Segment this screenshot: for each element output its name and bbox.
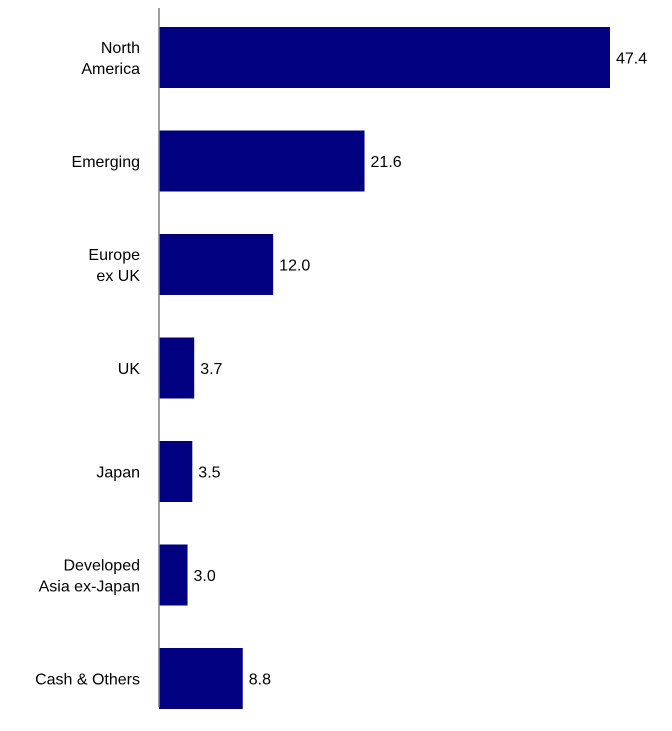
category-label: UK <box>118 361 141 378</box>
category-label: America <box>81 61 140 78</box>
value-label: 3.7 <box>200 361 222 378</box>
category-label: Asia ex-Japan <box>39 579 140 596</box>
bar <box>159 648 243 709</box>
bars-layer <box>159 27 610 709</box>
bar <box>159 337 195 399</box>
bar <box>159 544 188 606</box>
bar <box>159 441 193 502</box>
value-label: 12.0 <box>279 258 310 275</box>
bar <box>159 234 274 295</box>
category-label: Emerging <box>72 154 140 171</box>
value-label: 3.5 <box>198 465 220 482</box>
category-label: ex UK <box>96 268 140 285</box>
category-label: Europe <box>88 247 140 264</box>
value-label: 8.8 <box>249 672 271 689</box>
value-label: 47.4 <box>616 51 647 68</box>
category-label: Japan <box>96 465 140 482</box>
category-label: Cash & Others <box>35 672 140 689</box>
value-label: 3.0 <box>194 568 216 585</box>
category-label: Developed <box>64 558 141 575</box>
value-label: 21.6 <box>371 154 402 171</box>
category-label: North <box>101 40 140 57</box>
bar <box>159 130 365 192</box>
labels-layer: 47.4 North America 21.6 Emerging 12.0 Europe ex… <box>35 40 647 689</box>
bar <box>159 27 610 88</box>
